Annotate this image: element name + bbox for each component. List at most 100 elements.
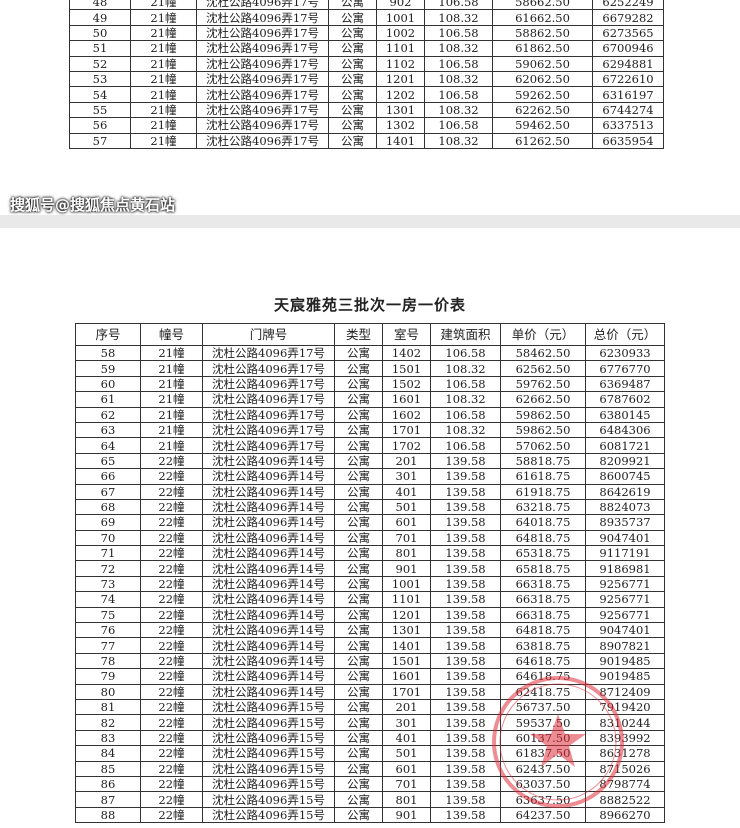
table-cell: 公寓 bbox=[334, 360, 383, 377]
table-cell: 139.58 bbox=[430, 652, 501, 670]
table-cell: 1002 bbox=[376, 24, 425, 42]
table-cell: 62562.50 bbox=[500, 360, 586, 377]
table-cell: 64018.75 bbox=[500, 514, 586, 531]
table-cell: 139.58 bbox=[430, 483, 501, 500]
table-cell: 沈杜公路4096弄14号 bbox=[202, 514, 335, 531]
table-cell: 沈杜公路4096弄14号 bbox=[202, 622, 335, 639]
table-cell: 公寓 bbox=[328, 86, 377, 103]
table-cell: 8798774 bbox=[585, 775, 665, 793]
table-cell: 22幢 bbox=[140, 468, 203, 485]
table-cell: 64618.75 bbox=[500, 652, 586, 670]
table-row: 71 22幢 沈杜公路4096弄14号 公寓 801 139.58 65318.75 9117… bbox=[75, 545, 665, 562]
table-cell: 21幢 bbox=[130, 117, 197, 134]
table-cell: 59862.50 bbox=[500, 421, 586, 439]
table-row: 48 21幢 沈杜公路4096弄17号 公寓 902 106.58 58662.50 6252… bbox=[69, 0, 664, 11]
table-cell: 公寓 bbox=[334, 622, 383, 639]
table-cell: 64618.75 bbox=[500, 668, 586, 685]
table-cell: 8882522 bbox=[585, 791, 665, 808]
table-cell: 401 bbox=[382, 729, 431, 747]
table-cell: 82 bbox=[75, 714, 141, 731]
table-cell: 66318.75 bbox=[500, 591, 586, 608]
table-cell: 59062.50 bbox=[492, 55, 593, 72]
table-cell: 61918.75 bbox=[500, 483, 586, 500]
table-cell: 沈杜公路4096弄17号 bbox=[196, 86, 329, 103]
table-cell: 沈杜公路4096弄17号 bbox=[202, 421, 335, 439]
table-cell: 22幢 bbox=[140, 806, 203, 824]
table-cell: 139.58 bbox=[430, 806, 501, 824]
table-cell: 1001 bbox=[376, 9, 425, 26]
table-cell: 139.58 bbox=[430, 560, 501, 577]
table-cell: 139.58 bbox=[430, 529, 501, 547]
table-row: 53 21幢 沈杜公路4096弄17号 公寓 1201 108.32 62062.50 672… bbox=[69, 70, 664, 88]
table-cell: 79 bbox=[75, 668, 141, 685]
table-cell: 701 bbox=[382, 775, 431, 793]
table-cell: 公寓 bbox=[328, 24, 377, 42]
table-cell: 201 bbox=[382, 698, 431, 716]
table-cell: 22幢 bbox=[140, 529, 203, 547]
table-cell: 8310244 bbox=[585, 714, 665, 731]
table-cell: 55 bbox=[69, 101, 131, 119]
document-page-2: 天宸雅苑三批次一房一价表 序号 幢号 门牌号 类型 室号 建筑面积 单价（元） 总价（元） 5… bbox=[0, 228, 740, 828]
table-cell: 52 bbox=[69, 55, 131, 72]
table-cell: 8824073 bbox=[585, 498, 665, 516]
table-cell: 73 bbox=[75, 575, 141, 593]
table-cell: 22幢 bbox=[140, 498, 203, 516]
table-cell: 9117191 bbox=[585, 545, 665, 562]
table-cell: 64818.75 bbox=[500, 622, 586, 639]
table-cell: 22幢 bbox=[140, 775, 203, 793]
table-cell: 沈杜公路4096弄17号 bbox=[202, 375, 335, 393]
table-cell: 62 bbox=[75, 406, 141, 423]
table-cell: 108.32 bbox=[424, 40, 493, 57]
table-cell: 22幢 bbox=[140, 606, 203, 624]
table-cell: 6635954 bbox=[592, 132, 664, 149]
table-cell: 21幢 bbox=[130, 101, 197, 119]
table-cell: 22幢 bbox=[140, 698, 203, 716]
table-cell: 22幢 bbox=[140, 745, 203, 762]
document-page-1: 48 21幢 沈杜公路4096弄17号 公寓 902 106.58 58662.50 6252… bbox=[0, 0, 740, 215]
table-cell: 21幢 bbox=[140, 391, 203, 408]
table-cell: 公寓 bbox=[334, 698, 383, 716]
table-cell: 沈杜公路4096弄14号 bbox=[202, 529, 335, 547]
table-cell: 22幢 bbox=[140, 652, 203, 670]
table-cell: 58818.75 bbox=[500, 452, 586, 470]
table-cell: 6722610 bbox=[592, 70, 664, 88]
table-cell: 801 bbox=[382, 545, 431, 562]
table-cell: 108.32 bbox=[430, 391, 501, 408]
table-cell: 62662.50 bbox=[500, 391, 586, 408]
table-cell: 60137.50 bbox=[500, 729, 586, 747]
table-cell: 1502 bbox=[382, 375, 431, 393]
table-row: 75 22幢 沈杜公路4096弄14号 公寓 1201 139.58 66318.75 925… bbox=[75, 606, 665, 624]
table-cell: 公寓 bbox=[334, 514, 383, 531]
table-cell: 69 bbox=[75, 514, 141, 531]
table-row: 65 22幢 沈杜公路4096弄14号 公寓 201 139.58 58818.75 8209… bbox=[75, 452, 665, 470]
table-row: 67 22幢 沈杜公路4096弄14号 公寓 401 139.58 61918.75 8642… bbox=[75, 483, 665, 500]
table-cell: 8393992 bbox=[585, 729, 665, 747]
table-cell: 1501 bbox=[382, 652, 431, 670]
column-header: 序号 bbox=[75, 323, 141, 346]
table-cell: 49 bbox=[69, 9, 131, 26]
table-cell: 63818.75 bbox=[500, 637, 586, 654]
table-cell: 6679282 bbox=[592, 9, 664, 26]
table-cell: 9047401 bbox=[585, 622, 665, 639]
table-row: 81 22幢 沈杜公路4096弄15号 公寓 201 139.58 56737.50 7919… bbox=[75, 698, 665, 716]
table-cell: 沈杜公路4096弄15号 bbox=[202, 729, 335, 747]
table-cell: 6252249 bbox=[592, 0, 664, 11]
table-cell: 6369487 bbox=[585, 375, 665, 393]
table-cell: 9256771 bbox=[585, 591, 665, 608]
table-cell: 50 bbox=[69, 24, 131, 42]
table-cell: 公寓 bbox=[334, 575, 383, 593]
table-cell: 56737.50 bbox=[500, 698, 586, 716]
table-cell: 76 bbox=[75, 622, 141, 639]
table-cell: 61618.75 bbox=[500, 468, 586, 485]
table-cell: 139.58 bbox=[430, 498, 501, 516]
table-cell: 6337513 bbox=[592, 117, 664, 134]
table-cell: 1202 bbox=[376, 86, 425, 103]
table-cell: 22幢 bbox=[140, 545, 203, 562]
table-cell: 87 bbox=[75, 791, 141, 808]
table-cell: 139.58 bbox=[430, 791, 501, 808]
table-cell: 沈杜公路4096弄17号 bbox=[202, 391, 335, 408]
table-cell: 沈杜公路4096弄15号 bbox=[202, 775, 335, 793]
table-cell: 51 bbox=[69, 40, 131, 57]
table-cell: 公寓 bbox=[334, 683, 383, 700]
table-cell: 201 bbox=[382, 452, 431, 470]
